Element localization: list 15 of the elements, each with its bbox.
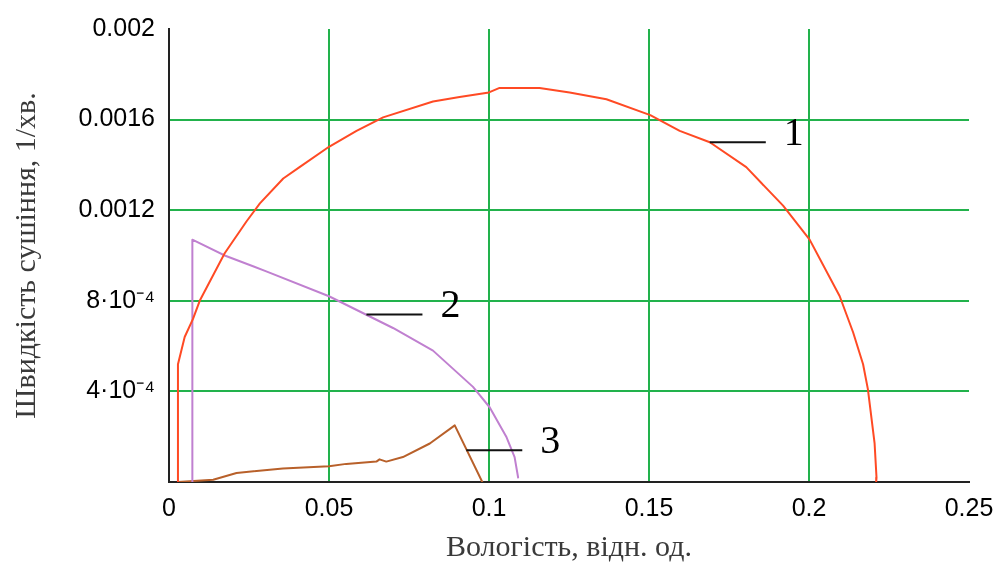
x-tick-label: 0.25 bbox=[944, 492, 994, 521]
x-axis-title: Вологість, відн. од. bbox=[445, 528, 693, 562]
x-tick-label: 0.05 bbox=[304, 492, 354, 521]
annotation: 3 bbox=[540, 417, 561, 463]
x-tick-label: 0.15 bbox=[624, 492, 674, 521]
y-tick-label: 0.0016 bbox=[78, 103, 155, 132]
y-tick-label: 0.0012 bbox=[78, 194, 155, 223]
x-tick-label: 0.1 bbox=[471, 492, 507, 521]
x-tick-label: 0 bbox=[162, 492, 176, 521]
x-tick-label: 0.2 bbox=[791, 492, 827, 521]
annotation: 1 bbox=[783, 109, 804, 155]
y-tick-label: 8·10⁻⁴ bbox=[86, 284, 155, 313]
y-tick-label: 0.002 bbox=[92, 12, 155, 41]
y-tick-label: 4·10⁻⁴ bbox=[86, 375, 155, 404]
y-axis-title: Швидкість сушіння, 1/хв. bbox=[7, 92, 41, 419]
